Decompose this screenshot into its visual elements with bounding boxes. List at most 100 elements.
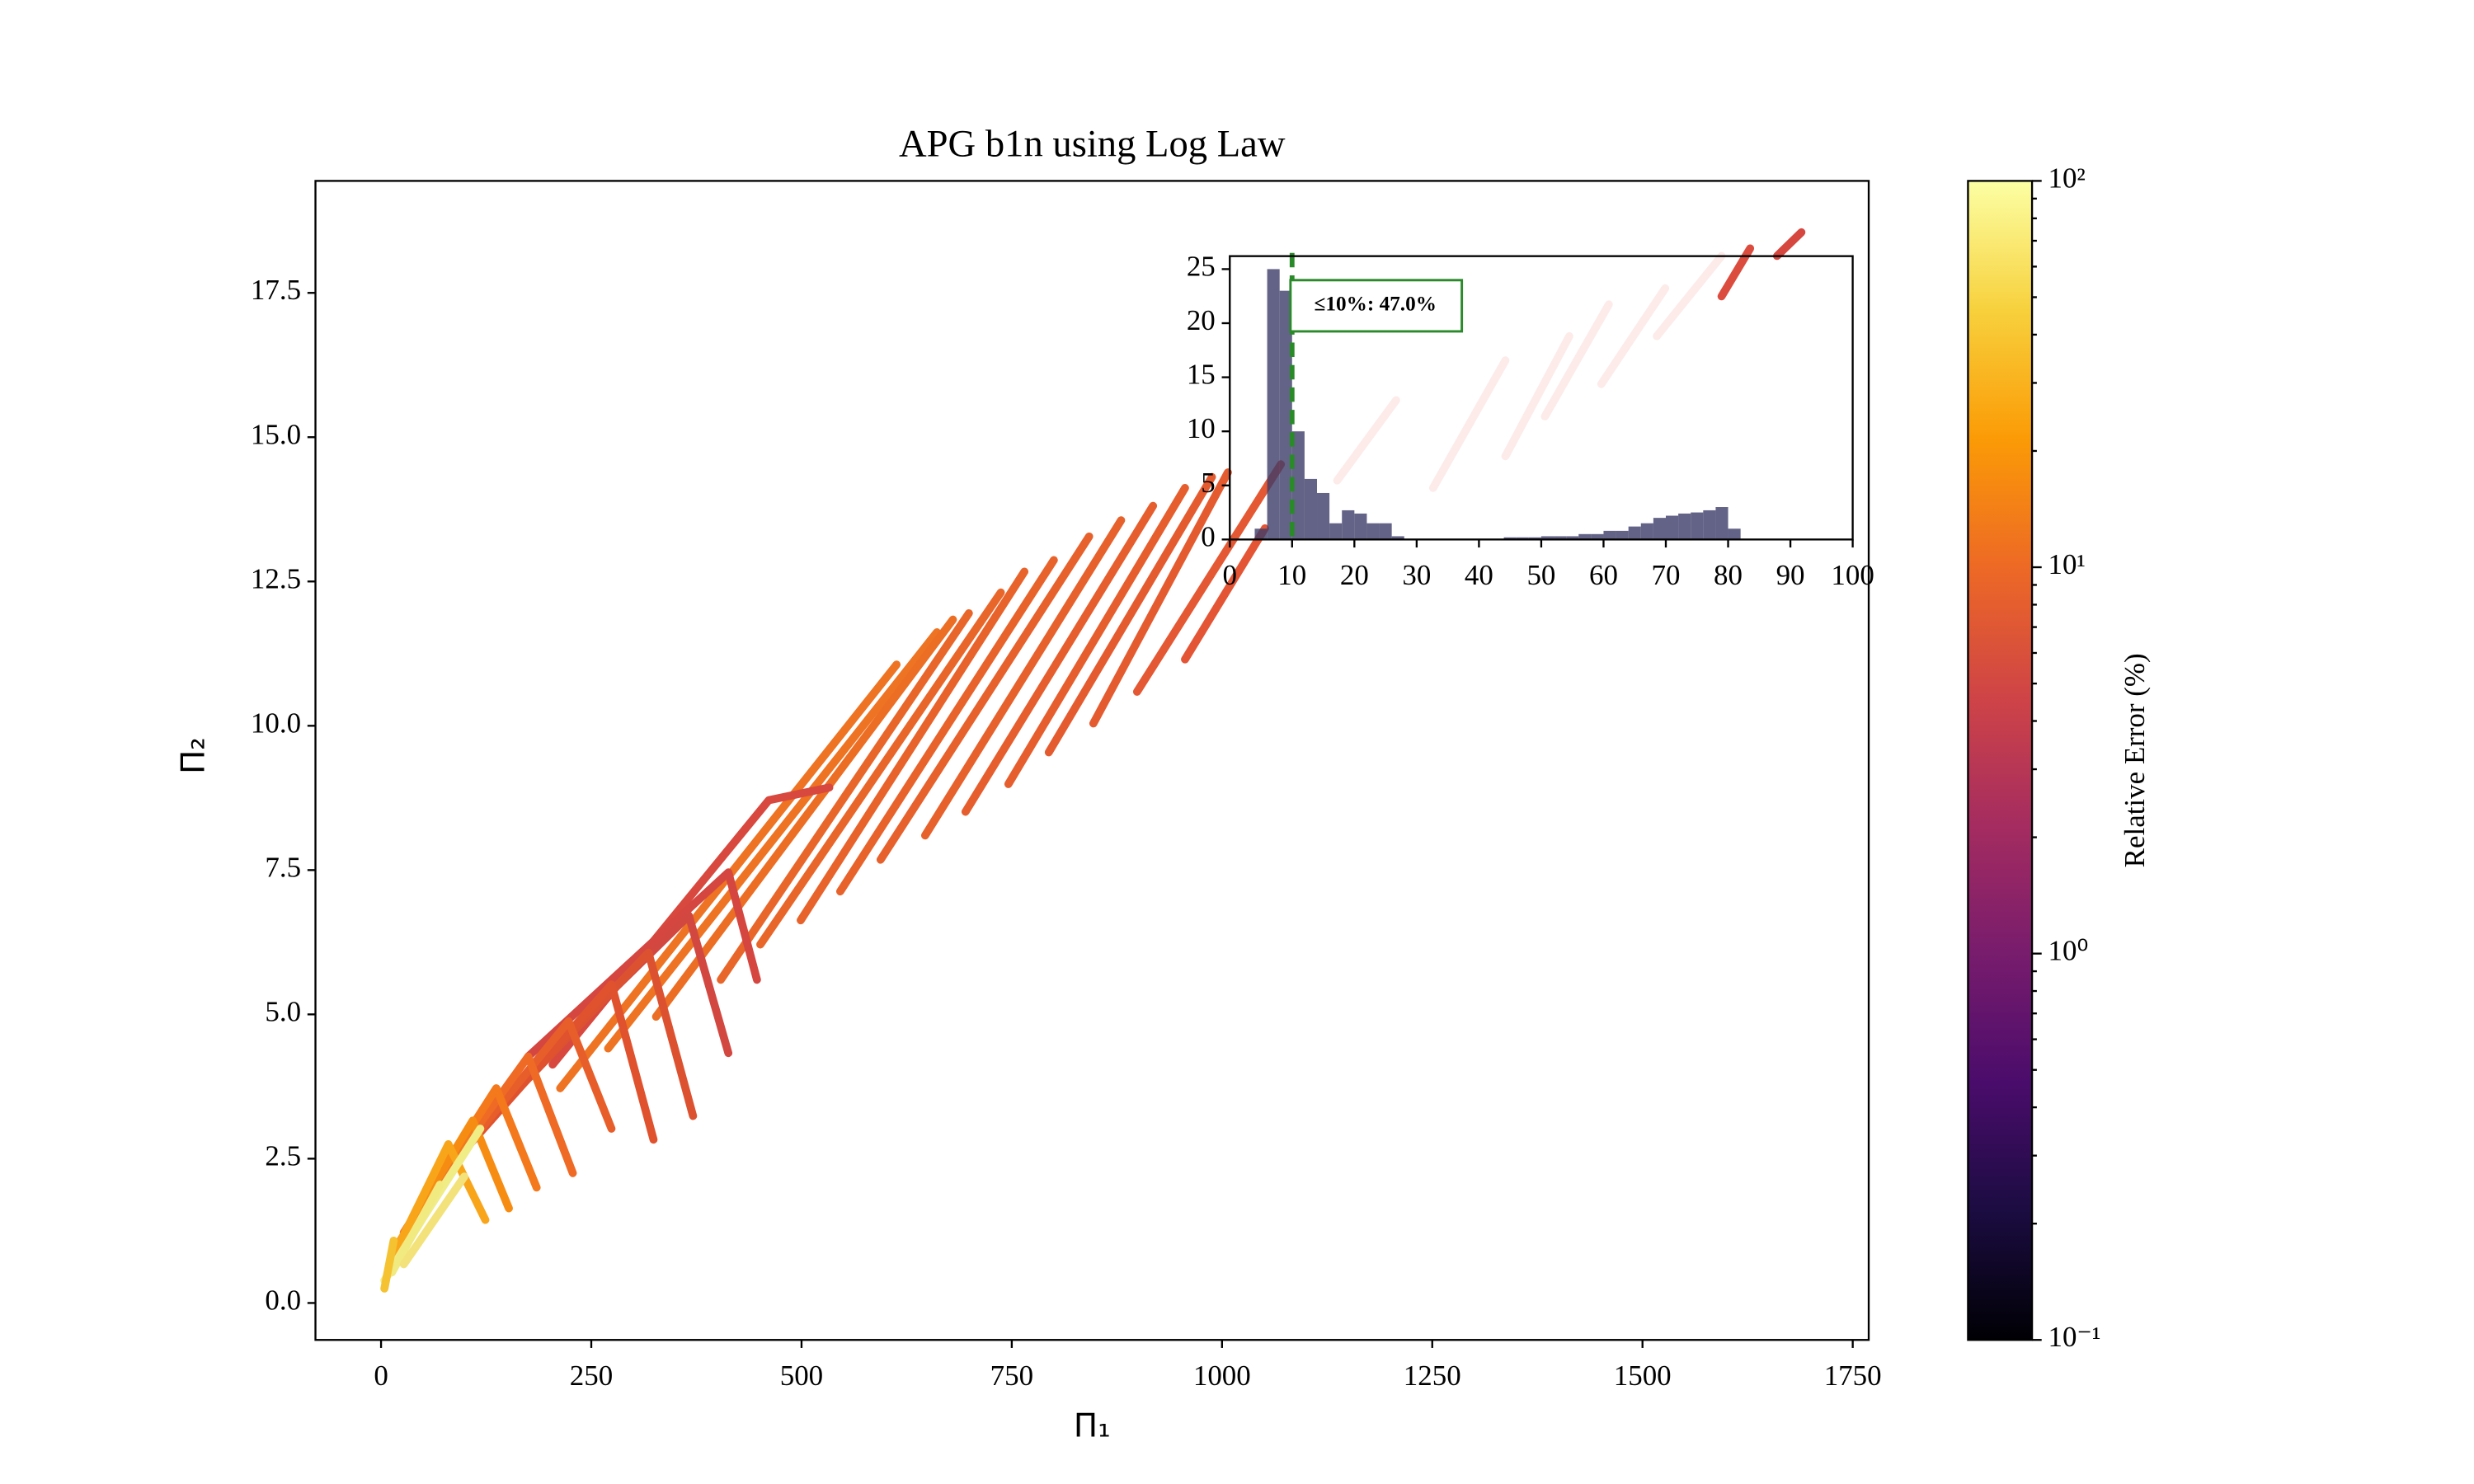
x-tick-label: 1750 <box>1824 1360 1882 1392</box>
hist-bar <box>1666 515 1679 540</box>
hist-bar <box>1566 536 1579 540</box>
annotation: ≤10%: 47.0% <box>1315 294 1437 316</box>
hist-bar <box>1528 537 1541 540</box>
y-tick-label: 15.0 <box>251 418 301 450</box>
hist-bar <box>1691 512 1704 540</box>
inset-y-tick-label: 20 <box>1187 304 1216 336</box>
axes-frame <box>314 180 1870 1341</box>
error-curve <box>1044 472 1216 757</box>
x-tick-label: 1500 <box>1614 1360 1672 1392</box>
error-curve <box>1132 460 1286 696</box>
hist-bar <box>1628 526 1641 540</box>
inset-x-tick-label: 60 <box>1589 559 1618 591</box>
hist-bar <box>1342 510 1355 540</box>
y-tick-label: 7.5 <box>265 851 301 883</box>
hist-bar <box>1379 523 1392 540</box>
hist-bar <box>1591 533 1604 540</box>
inset-x-tick-label: 10 <box>1277 559 1306 591</box>
error-curve <box>1773 228 1806 261</box>
y-tick-label: 5.0 <box>265 995 301 1027</box>
x-tick-label: 0 <box>374 1360 388 1392</box>
hist-bar <box>1678 513 1691 540</box>
hist-bar <box>1540 536 1554 540</box>
colorbar <box>1967 180 2034 1341</box>
colorbar-tick-label: 10⁰ <box>2048 935 2088 967</box>
colorbar-tick-label: 10¹ <box>2048 548 2085 580</box>
hist-bar <box>1503 537 1517 540</box>
error-curve <box>524 868 761 1061</box>
hist-bar <box>1715 507 1729 540</box>
x-tick-label: 250 <box>570 1360 613 1392</box>
colorbar-tick-label: 10² <box>2048 162 2085 194</box>
hist-bar <box>1653 518 1667 540</box>
hist-bar <box>1603 530 1616 540</box>
error-curve <box>961 501 1158 816</box>
hist-bar <box>1616 530 1629 540</box>
inset-x-tick-label: 50 <box>1526 559 1555 591</box>
error-curve <box>756 588 1005 949</box>
hist-bar <box>1391 536 1404 540</box>
error-curve <box>797 567 1029 925</box>
inset-y-tick-label: 10 <box>1187 412 1216 444</box>
hist-bar <box>1516 537 1529 540</box>
inset-x-tick-label: 90 <box>1776 559 1805 591</box>
inset-x-tick-label: 0 <box>1223 559 1237 591</box>
error-curve <box>835 556 1058 896</box>
hist-bar <box>1366 523 1380 540</box>
error-curve <box>920 516 1126 840</box>
inset-x-tick-label: 70 <box>1652 559 1681 591</box>
error-curve <box>717 608 973 984</box>
error-curve <box>380 1236 398 1293</box>
error-curve <box>385 1140 490 1269</box>
hist-bar <box>1703 510 1716 540</box>
hist-bar <box>1329 523 1343 540</box>
error-curve <box>1653 251 1726 340</box>
inset-x-tick-label: 30 <box>1402 559 1431 591</box>
y-tick-label: 0.0 <box>265 1284 301 1316</box>
y-axis-label: Π₂ <box>175 737 212 774</box>
error-curve <box>1501 331 1573 461</box>
hist-bar <box>1554 536 1567 540</box>
error-curve <box>1428 356 1510 492</box>
y-tick-label: 12.5 <box>251 562 301 594</box>
inset-y-tick-label: 5 <box>1201 467 1215 499</box>
error-curve <box>1540 300 1613 420</box>
hist-bar <box>1291 431 1305 540</box>
hist-bar <box>1578 533 1592 540</box>
hist-bar <box>1728 528 1741 540</box>
x-tick-label: 750 <box>990 1360 1033 1392</box>
inset-y-tick-label: 25 <box>1187 250 1216 282</box>
error-curve <box>1089 468 1232 728</box>
annotation-box <box>1289 279 1464 333</box>
error-curve <box>876 532 1094 864</box>
y-tick-label: 2.5 <box>265 1139 301 1172</box>
hist-bar <box>1254 528 1268 540</box>
hist-bar <box>1317 492 1330 540</box>
hist-bar <box>1267 269 1280 540</box>
hist-bar <box>1354 513 1367 540</box>
hist-bar <box>1279 290 1292 540</box>
error-curve <box>651 615 957 1021</box>
plot-area <box>380 228 1806 1293</box>
x-tick-label: 1000 <box>1193 1360 1251 1392</box>
colorbar-tick-label: 10⁻¹ <box>2048 1321 2100 1353</box>
inset-x-tick-label: 20 <box>1340 559 1369 591</box>
error-curve <box>399 1172 468 1269</box>
error-curve <box>388 1181 444 1277</box>
inset-x-tick-label: 100 <box>1831 559 1874 591</box>
x-tick-label: 500 <box>780 1360 823 1392</box>
inset-y-tick-label: 15 <box>1187 359 1216 391</box>
x-axis-label: Π₁ <box>1074 1408 1111 1445</box>
y-tick-label: 10.0 <box>251 707 301 739</box>
hist-bar <box>1640 523 1653 540</box>
y-tick-label: 17.5 <box>251 274 301 306</box>
x-tick-label: 1250 <box>1404 1360 1461 1392</box>
error-curve <box>1597 284 1670 388</box>
error-curve <box>1333 396 1400 485</box>
error-curve <box>1181 524 1269 664</box>
error-curve <box>604 628 941 1053</box>
hist-bar <box>1304 478 1318 540</box>
error-curve <box>1004 484 1189 788</box>
